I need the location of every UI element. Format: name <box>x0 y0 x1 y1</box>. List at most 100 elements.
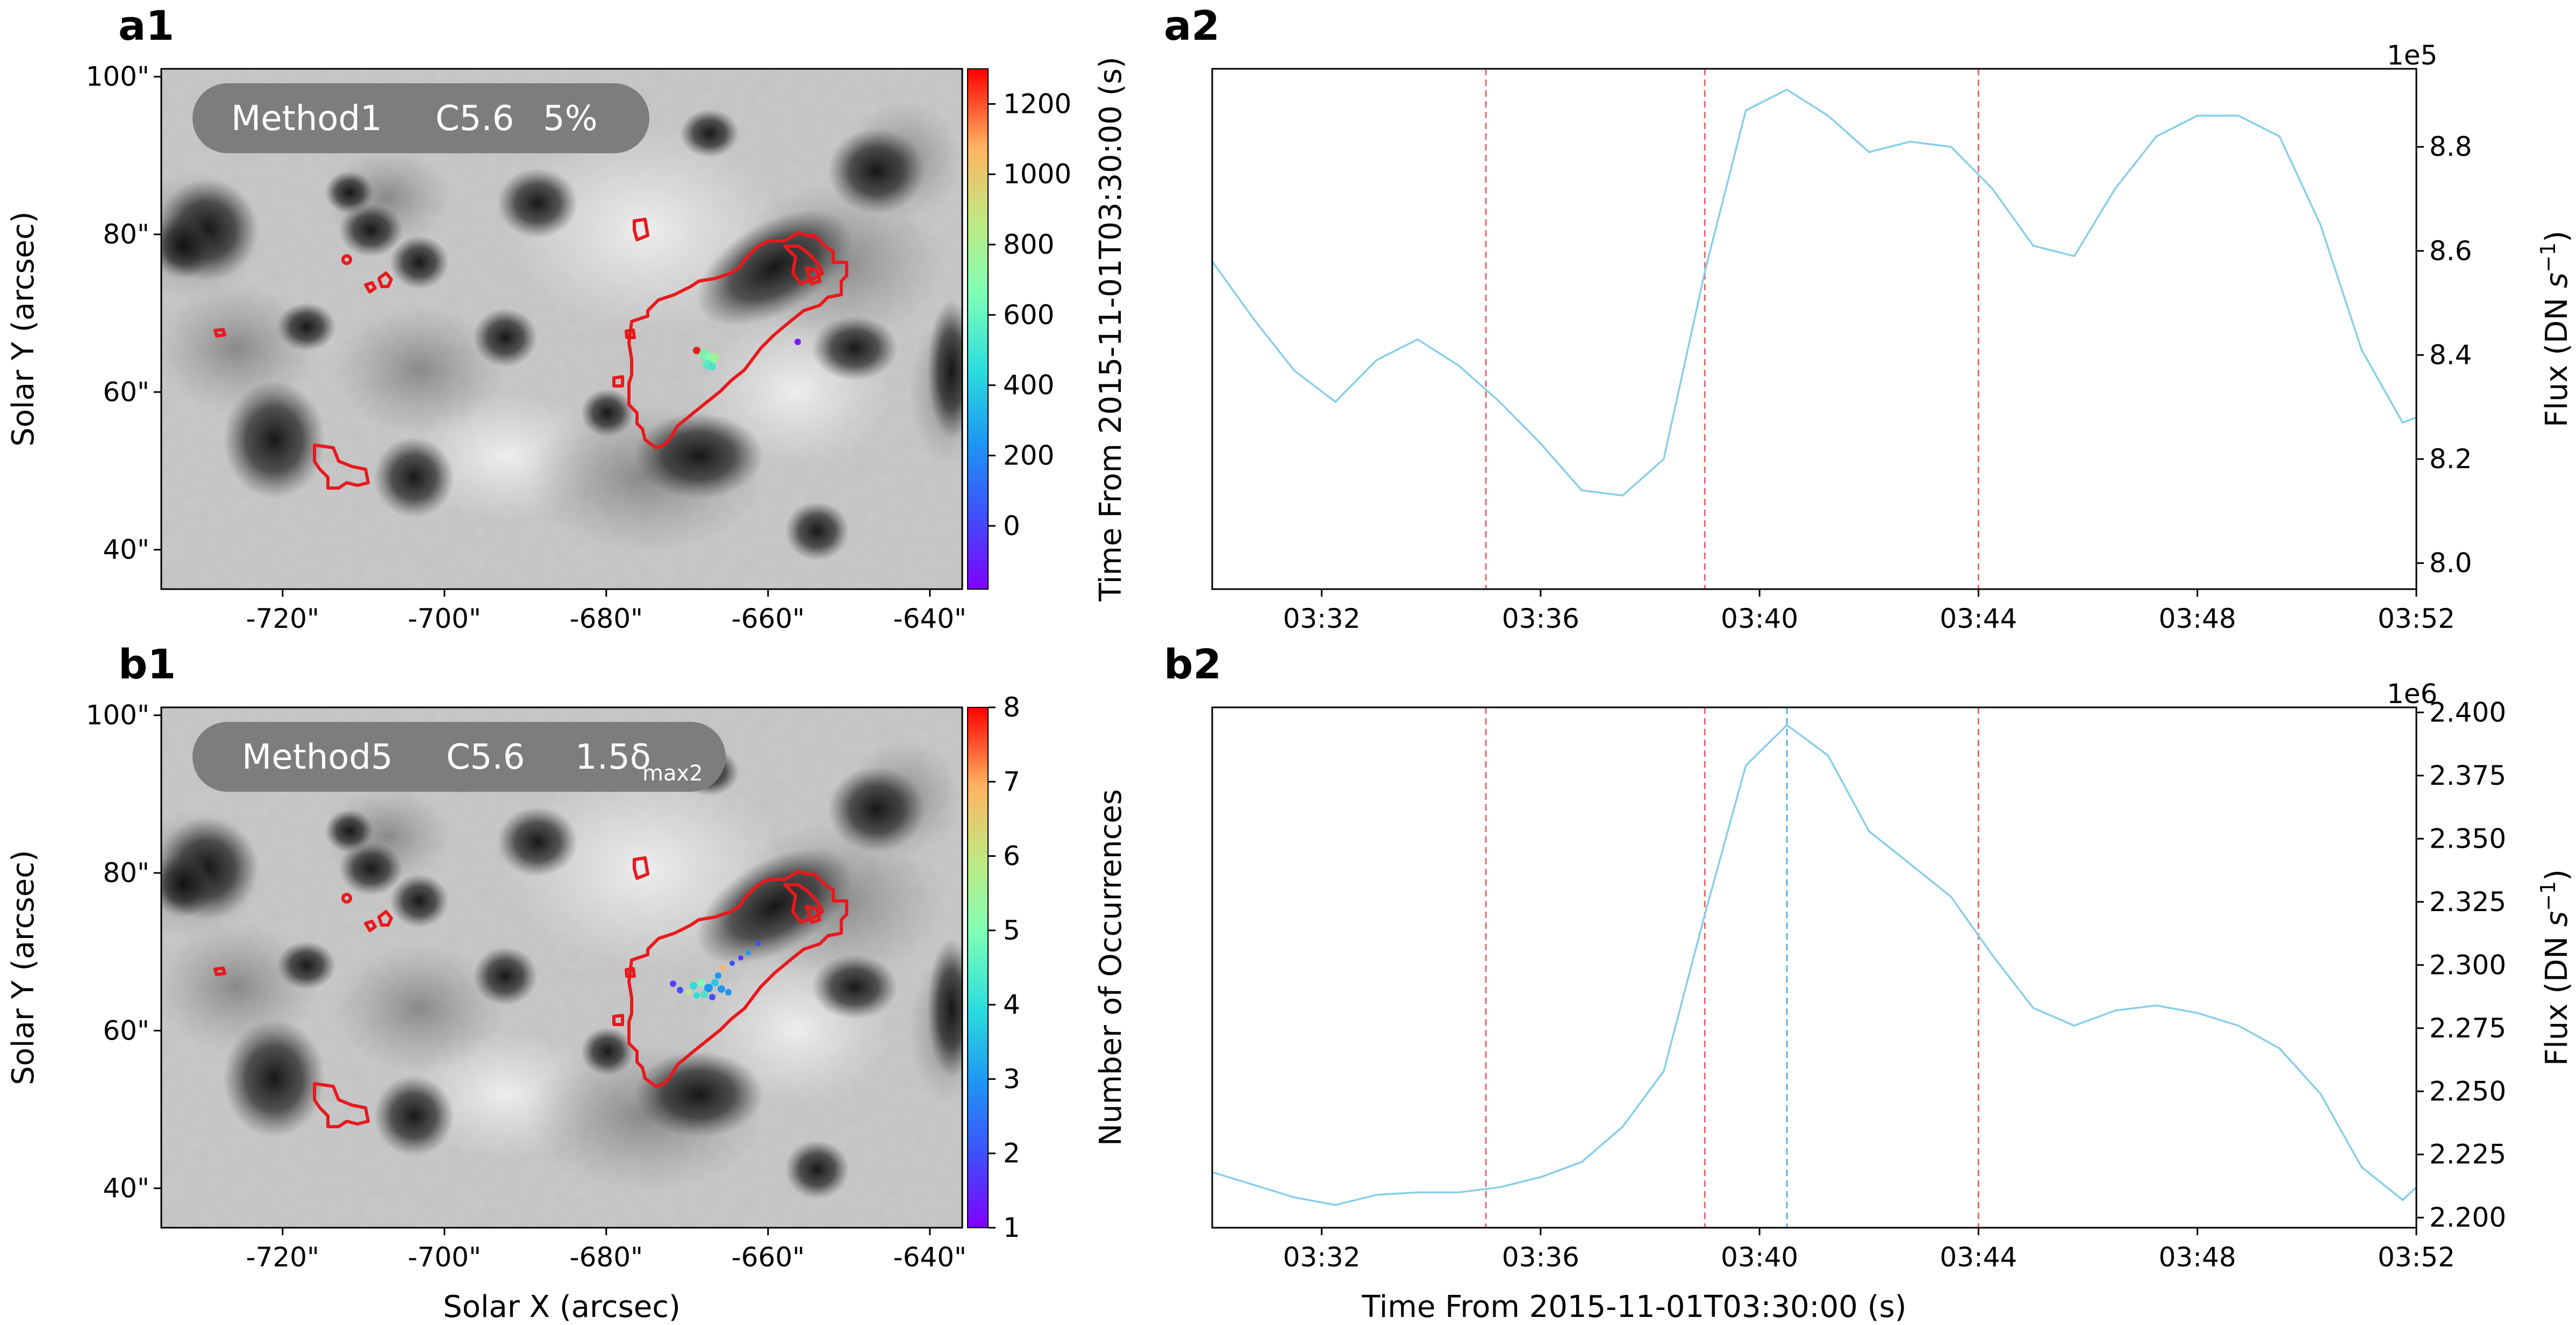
colorbar-ticks-a1: 0 200 400 600 800 1000 1200 <box>988 88 1071 541</box>
y-tick-label: 60" <box>103 1015 149 1046</box>
x-tick-label: -700" <box>408 603 481 634</box>
x-tick-label: 03:52 <box>2378 603 2455 634</box>
colorbar-tick-label: 1000 <box>1003 159 1071 190</box>
y-tick-label: 8.6 <box>2429 235 2472 267</box>
y-tick-label: 2.250 <box>2429 1076 2506 1107</box>
colorbar-tick-label: 200 <box>1003 440 1054 471</box>
panel-a2: a2 03:32 03:36 03:40 03:44 03:48 03:52 8.0 8.2 8… <box>1164 2 2574 634</box>
x-tick-label: 03:48 <box>2159 603 2236 634</box>
panel-label-b1: b1 <box>118 640 176 688</box>
colorbar-tick-label: 3 <box>1003 1063 1020 1094</box>
y-tick-label: 8.0 <box>2429 548 2472 579</box>
x-tick-label: 03:44 <box>1940 1242 2017 1273</box>
x-tick-label: -680" <box>570 1242 643 1273</box>
y-tick-label: 2.225 <box>2429 1139 2506 1170</box>
badge-method-b1: Method5 <box>242 737 393 777</box>
y-tick-label: 100" <box>86 700 149 731</box>
y-tick-label: 2.200 <box>2429 1202 2506 1233</box>
method-badge-a1 <box>192 83 649 153</box>
y-ticks-b1: 40" 60" 80" 100" <box>86 700 161 1204</box>
badge-flare-b1: C5.6 <box>446 737 525 777</box>
x-tick-label: 03:36 <box>1502 603 1579 634</box>
colorbar-tick-label: 600 <box>1003 299 1054 331</box>
panel-b2: b2 03:32 03:36 03:40 03:44 03:48 03:52 2.200 2.… <box>1164 640 2574 1324</box>
y-tick-label: 80" <box>103 219 149 250</box>
panel-a1: a1 Method1 C5.6 5% -720" -700" -680" -660" -… <box>6 2 1128 634</box>
x-tick-label: 03:32 <box>1283 1242 1361 1273</box>
panel-label-a2: a2 <box>1164 2 1220 49</box>
colorbar-tick-label: 0 <box>1003 510 1020 541</box>
x-axis-label-b1: Solar X (arcsec) <box>443 1290 681 1324</box>
y-tick-label: 8.4 <box>2429 339 2472 370</box>
flux-curve <box>1212 88 2416 497</box>
x-tick-label: -720" <box>246 603 319 634</box>
colorbar-tick-label: 1200 <box>1003 88 1071 119</box>
x-tick-label: -660" <box>732 1242 805 1273</box>
y-ticks-a1: 40" 60" 80" 100" <box>86 61 161 565</box>
panel-label-a1: a1 <box>118 2 174 49</box>
y-axis-label-b1: Solar Y (arcsec) <box>6 850 41 1085</box>
x-tick-label: 03:32 <box>1283 603 1361 634</box>
y-tick-label: 2.275 <box>2429 1013 2506 1044</box>
x-tick-label: 03:40 <box>1721 603 1798 634</box>
badge-threshold-sub-b1: max2 <box>642 761 703 786</box>
colorbar-tick-label: 6 <box>1003 841 1020 872</box>
colorbar-label-a1: Time From 2015-11-01T03:30:00 (s) <box>1093 56 1128 601</box>
x-ticks-b1: -720" -700" -680" -660" -640" <box>246 1228 967 1273</box>
y-tick-label: 80" <box>103 857 149 889</box>
y-axis-label-b2: Flux (DN s−1) <box>2536 869 2574 1066</box>
colorbar-tick-label: 2 <box>1003 1138 1020 1169</box>
x-tick-label: -680" <box>570 603 643 634</box>
y-tick-label: 2.300 <box>2429 949 2506 980</box>
axes-frame-a1 <box>160 68 963 590</box>
x-tick-label: -640" <box>893 603 967 634</box>
y-tick-label: 40" <box>103 534 149 565</box>
colorbar-label-b1: Number of Occurrences <box>1093 789 1128 1146</box>
x-tick-label: 03:44 <box>1940 603 2017 634</box>
axes-frame <box>1211 68 2417 590</box>
colorbar-ticks-b1: 1 2 3 4 5 6 7 8 <box>988 692 1020 1243</box>
exponent-b2: 1e6 <box>2387 678 2437 710</box>
colorbar-a1 <box>967 68 989 590</box>
y-tick-label: 2.325 <box>2429 886 2506 918</box>
exponent-a2: 1e5 <box>2387 40 2437 71</box>
event-dots-b1 <box>670 941 761 1000</box>
colorbar-tick-label: 5 <box>1003 915 1020 946</box>
y-tick-label: 60" <box>103 376 149 407</box>
x-tick-label: -640" <box>893 1242 967 1273</box>
axes-frame-b1 <box>160 706 963 1229</box>
y-axis-label-a1: Solar Y (arcsec) <box>6 211 41 447</box>
y-tick-label: 40" <box>103 1173 149 1204</box>
colorbar-tick-label: 8 <box>1003 692 1020 723</box>
x-tick-label: 03:36 <box>1502 1242 1579 1273</box>
y-axis-label-a2: Flux (DN s−1) <box>2536 231 2574 427</box>
axes-frame <box>1211 706 2417 1229</box>
x-tick-label: -720" <box>246 1242 319 1273</box>
colorbar-tick-label: 7 <box>1003 766 1020 797</box>
badge-threshold-a1: 5% <box>543 99 598 139</box>
y-tick-label: 100" <box>86 61 149 92</box>
colorbar-tick-label: 4 <box>1003 989 1020 1020</box>
x-tick-label: 03:48 <box>2159 1242 2236 1273</box>
colorbar-b1 <box>967 707 989 1228</box>
badge-threshold-b1: 1.5δ <box>575 737 651 777</box>
y-tick-label: 8.2 <box>2429 443 2472 475</box>
panel-label-b2: b2 <box>1164 640 1221 688</box>
x-ticks-a1: -720" -700" -680" -660" -640" <box>246 589 967 634</box>
method-badge-b1 <box>192 722 726 792</box>
x-tick-label: 03:40 <box>1721 1242 1798 1273</box>
y-tick-label: 2.350 <box>2429 823 2506 854</box>
y-tick-label: 2.375 <box>2429 760 2506 791</box>
x-tick-label: 03:52 <box>2378 1242 2455 1273</box>
x-tick-label: -700" <box>408 1242 481 1273</box>
y-tick-label: 2.400 <box>2429 697 2506 728</box>
x-tick-label: -660" <box>732 603 805 634</box>
colorbar-tick-label: 1 <box>1003 1212 1020 1243</box>
y-tick-label: 8.8 <box>2429 131 2472 162</box>
badge-flare-a1: C5.6 <box>435 99 514 139</box>
flux-curve <box>1212 724 2416 1206</box>
badge-method-a1: Method1 <box>231 99 382 139</box>
event-dots-a1 <box>693 339 801 370</box>
panel-b1: b1 Method5 C5.6 1.5δ max2 <box>6 640 1128 1324</box>
